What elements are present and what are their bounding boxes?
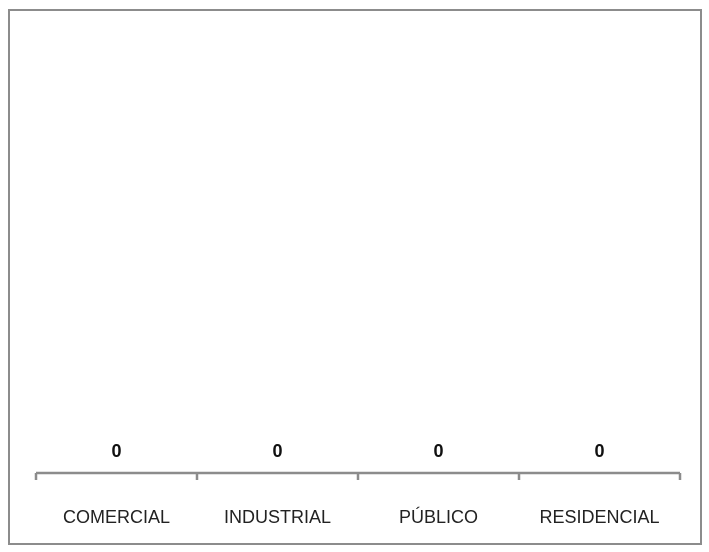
x-axis <box>34 471 682 480</box>
data-label: 0 <box>111 441 121 461</box>
category-label: PÚBLICO <box>399 506 478 527</box>
category-label: COMERCIAL <box>63 507 170 527</box>
category-label: RESIDENCIAL <box>539 507 659 527</box>
category-labels: COMERCIAL INDUSTRIAL PÚBLICO RESIDENCIAL <box>63 506 660 527</box>
data-label: 0 <box>433 441 443 461</box>
data-labels: 0 0 0 0 <box>111 441 604 461</box>
data-label: 0 <box>594 441 604 461</box>
chart-frame <box>8 9 702 545</box>
data-label: 0 <box>272 441 282 461</box>
category-label: INDUSTRIAL <box>224 507 331 527</box>
